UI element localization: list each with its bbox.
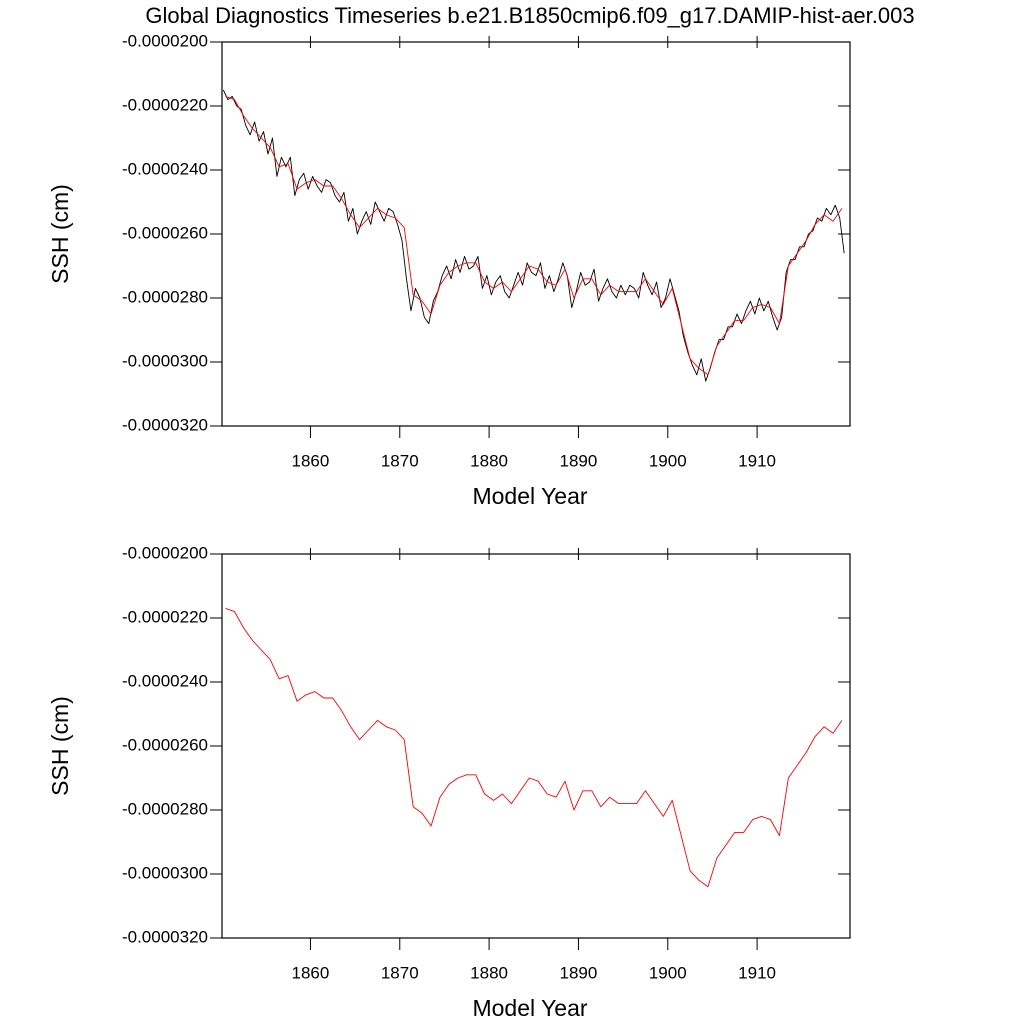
x-tick-label: 1910	[738, 451, 776, 470]
series-line	[222, 89, 845, 382]
y-tick-label: -0.0000280	[122, 799, 208, 818]
x-tick-label: 1900	[649, 451, 687, 470]
x-tick-label: 1900	[649, 963, 687, 982]
x-tick-label: 1870	[381, 963, 419, 982]
y-tick-label: -0.0000260	[122, 223, 208, 242]
y-tick-label: -0.0000220	[122, 607, 208, 626]
y-tick-label: -0.0000300	[122, 863, 208, 882]
y-tick-label: -0.0000240	[122, 671, 208, 690]
y-tick-label: -0.0000200	[122, 543, 208, 562]
x-tick-label: 1860	[292, 963, 330, 982]
y-tick-label: -0.0000320	[122, 415, 208, 434]
x-tick-label: 1880	[470, 963, 508, 982]
x-tick-label: 1880	[470, 451, 508, 470]
y-tick-label: -0.0000220	[122, 95, 208, 114]
series-line	[225, 95, 843, 376]
x-tick-label: 1860	[292, 451, 330, 470]
series-line	[225, 607, 843, 888]
y-tick-label: -0.0000260	[122, 735, 208, 754]
x-tick-label: 1890	[560, 963, 598, 982]
x-axis-label: Model Year	[472, 995, 587, 1021]
y-axis-label: SSH (cm)	[47, 696, 73, 796]
y-axis-label: SSH (cm)	[47, 184, 73, 284]
x-axis-label: Model Year	[472, 483, 587, 509]
x-tick-label: 1890	[560, 451, 598, 470]
x-tick-label: 1870	[381, 451, 419, 470]
y-tick-label: -0.0000300	[122, 351, 208, 370]
chart-title: Global Diagnostics Timeseries b.e21.B185…	[145, 3, 914, 28]
y-tick-label: -0.0000280	[122, 287, 208, 306]
x-tick-label: 1910	[738, 963, 776, 982]
y-tick-label: -0.0000200	[122, 31, 208, 50]
y-tick-label: -0.0000320	[122, 927, 208, 946]
y-tick-label: -0.0000240	[122, 159, 208, 178]
